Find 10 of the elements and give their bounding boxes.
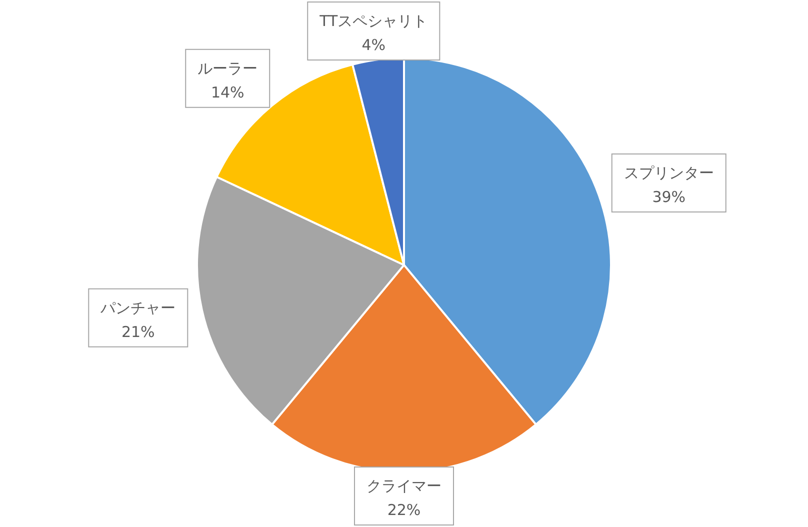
slice-label: クライマー <box>366 477 442 495</box>
data-label: 14% <box>210 83 244 102</box>
data-label: 4% <box>362 36 386 54</box>
data-label: 39% <box>652 188 686 206</box>
slice-label: スプリンター <box>624 164 714 182</box>
data-label: 22% <box>387 501 421 519</box>
slice-label: TTスペシャリト <box>318 12 428 30</box>
slice-label: ルーラー <box>198 59 258 78</box>
slice-label: パンチャー <box>100 298 176 317</box>
data-label: 21% <box>121 322 155 341</box>
